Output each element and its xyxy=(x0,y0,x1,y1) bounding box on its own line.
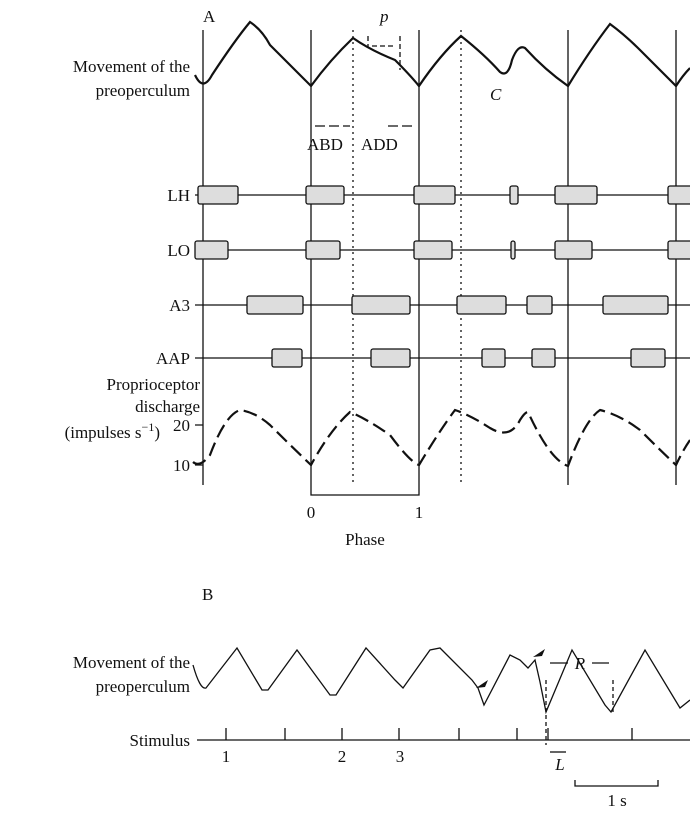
panel-b: B Movement of the preoperculum R Stimulu… xyxy=(73,585,690,810)
stim-number: 1 xyxy=(222,747,231,766)
panel-label: A xyxy=(203,7,216,26)
l-label: L xyxy=(554,755,564,774)
c-label: C xyxy=(490,85,502,104)
burst xyxy=(197,185,239,205)
arrowheads xyxy=(476,649,545,688)
p-label: p xyxy=(379,7,389,26)
row-label: LH xyxy=(167,186,190,205)
burst xyxy=(305,185,345,205)
burst xyxy=(351,295,411,315)
prop-label: Proprioceptor xyxy=(107,375,201,394)
panel-label: B xyxy=(202,585,213,604)
emg-rows: LH LO A3 AAP xyxy=(156,185,690,368)
phase-bracket xyxy=(310,485,420,496)
burst xyxy=(667,240,690,260)
burst xyxy=(413,240,453,260)
burst xyxy=(531,348,556,368)
trace-label: preoperculum xyxy=(96,81,190,100)
burst xyxy=(481,348,506,368)
burst xyxy=(509,185,519,205)
burst xyxy=(246,295,304,315)
burst xyxy=(526,295,553,315)
phase-label: Phase xyxy=(345,530,385,549)
burst xyxy=(667,185,690,205)
stimulus-line xyxy=(197,728,690,741)
axis-tick: 20 xyxy=(173,416,190,435)
trace-label: preoperculum xyxy=(96,677,190,696)
stim-number: 3 xyxy=(396,747,405,766)
r-guides xyxy=(545,680,614,745)
trace-label: Movement of the xyxy=(73,653,190,672)
p-bracket xyxy=(367,36,401,70)
burst xyxy=(554,185,598,205)
row-label: LO xyxy=(167,241,190,260)
tick-marks xyxy=(195,424,203,466)
burst xyxy=(305,240,341,260)
burst xyxy=(602,295,669,315)
phase-tick: 1 xyxy=(415,503,424,522)
row-label: A3 xyxy=(169,296,190,315)
burst xyxy=(456,295,507,315)
row-label: AAP xyxy=(156,349,190,368)
trace-label: Movement of the xyxy=(73,57,190,76)
stimulus-label: Stimulus xyxy=(130,731,190,750)
phase-tick: 0 xyxy=(307,503,316,522)
panel-a: A p Movement of the preoperculum C ABD A… xyxy=(65,7,690,549)
movement-trace-b xyxy=(192,646,690,715)
scale-bar xyxy=(574,780,659,787)
burst xyxy=(630,348,666,368)
burst xyxy=(271,348,303,368)
burst xyxy=(510,240,516,260)
stim-number: 2 xyxy=(338,747,347,766)
prop-label: discharge xyxy=(135,397,200,416)
axis-tick: 10 xyxy=(173,456,190,475)
prop-unit: (impulses s−1) xyxy=(65,420,160,442)
movement-trace xyxy=(194,20,690,88)
scale-label: 1 s xyxy=(607,791,626,810)
burst xyxy=(413,185,456,205)
burst xyxy=(370,348,411,368)
r-label: R xyxy=(574,654,586,673)
add-label: ADD xyxy=(361,135,398,154)
burst xyxy=(194,240,229,260)
abd-label: ABD xyxy=(307,135,343,154)
proprioceptor-trace xyxy=(192,408,690,468)
burst xyxy=(554,240,593,260)
